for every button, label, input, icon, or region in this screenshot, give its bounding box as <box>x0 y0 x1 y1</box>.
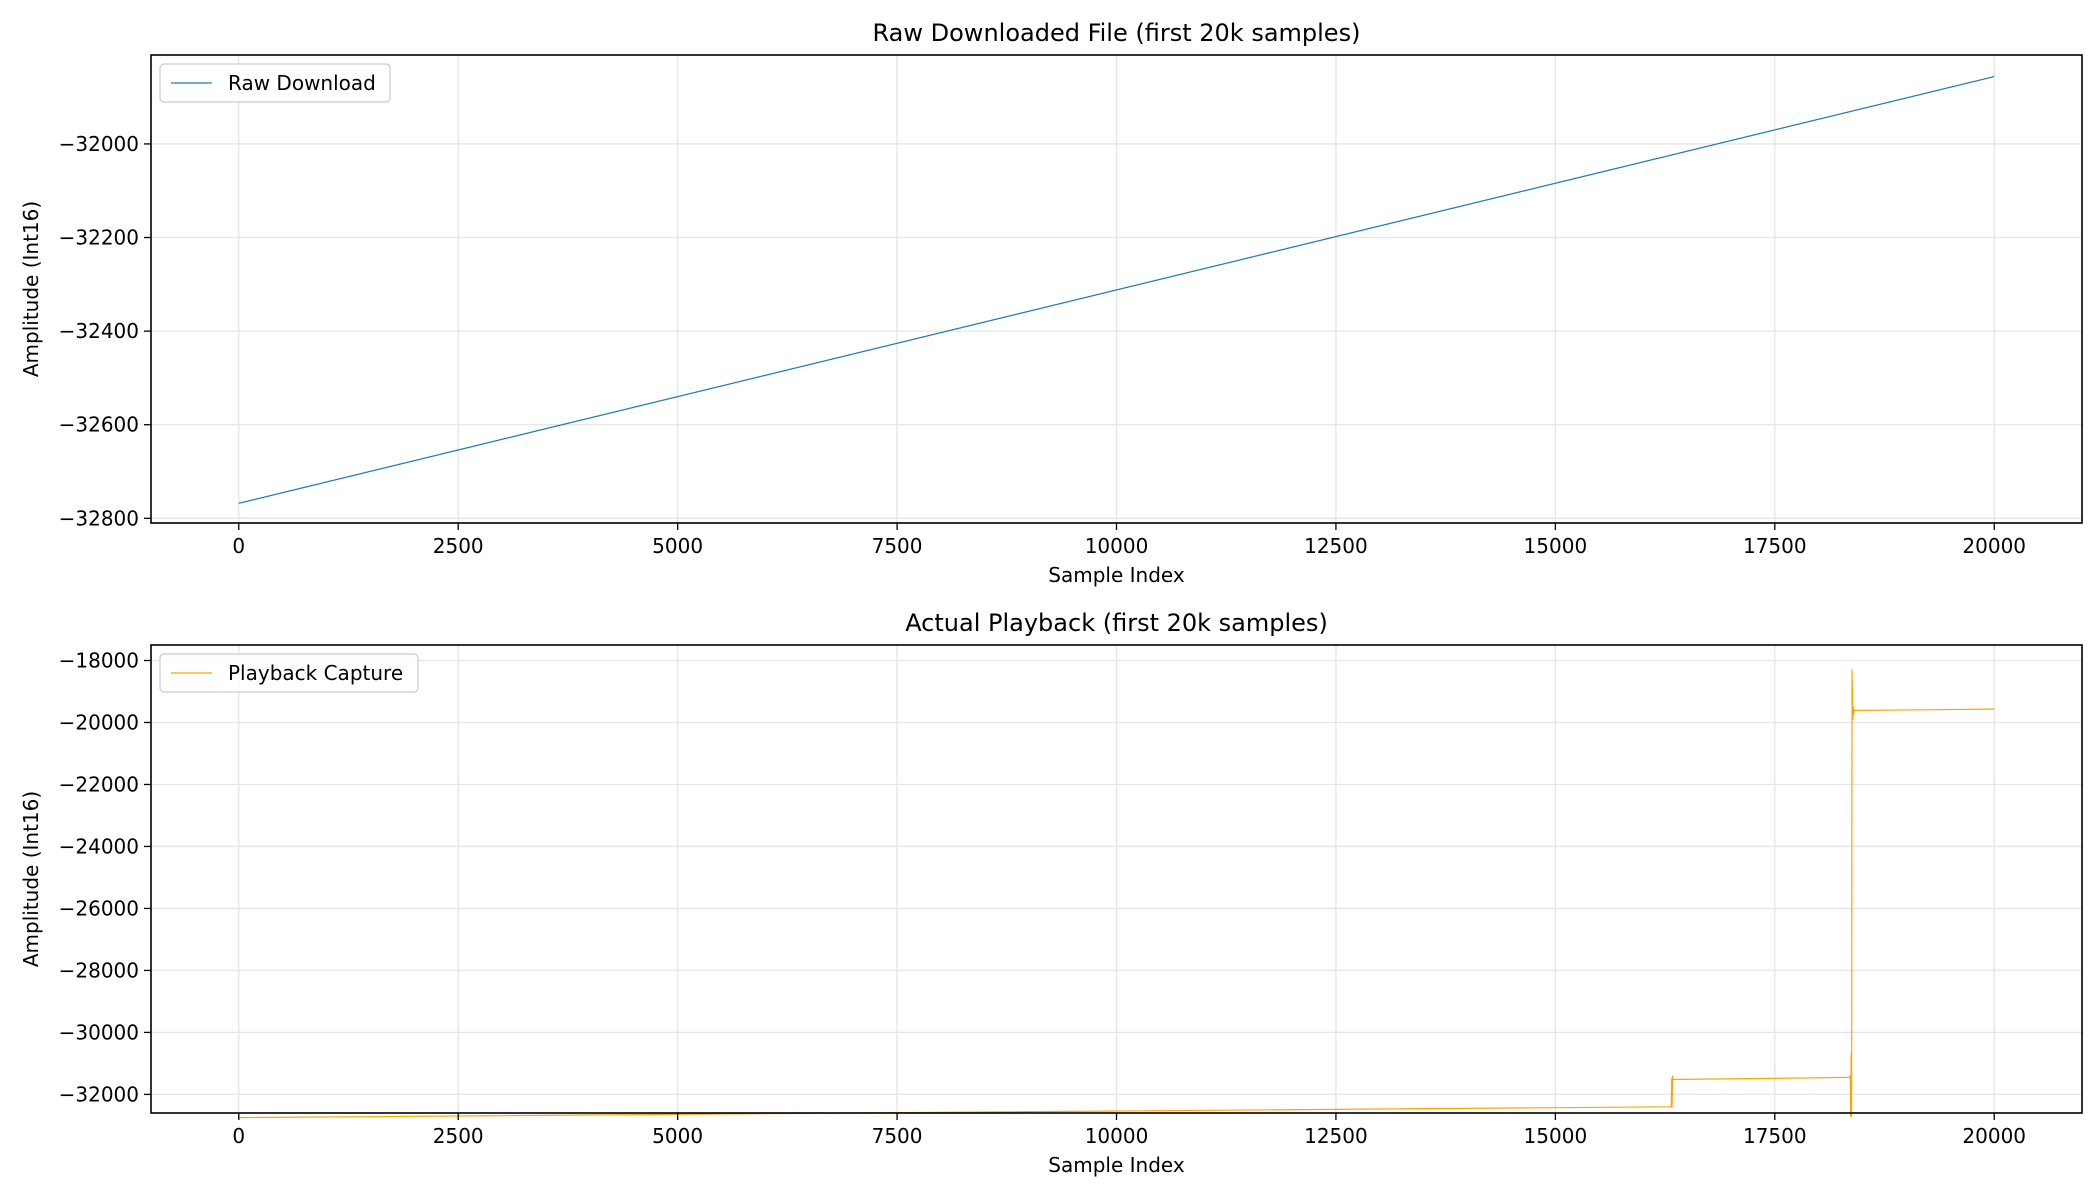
y-tick-label: −32200 <box>59 226 139 250</box>
y-tick-label: −18000 <box>59 648 139 672</box>
legend-label: Raw Download <box>228 71 376 95</box>
x-tick-label: 5000 <box>652 534 703 558</box>
y-tick-label: −32000 <box>59 1082 139 1106</box>
y-tick-label: −32000 <box>59 132 139 156</box>
x-tick-label: 15000 <box>1524 1124 1588 1148</box>
y-tick-label: −24000 <box>59 834 139 858</box>
y-tick-label: −28000 <box>59 958 139 982</box>
y-tick-label: −30000 <box>59 1020 139 1044</box>
y-tick-label: −32600 <box>59 413 139 437</box>
y-axis-label: Amplitude (Int16) <box>19 201 43 377</box>
y-tick-label: −20000 <box>59 710 139 734</box>
x-tick-label: 0 <box>232 1124 245 1148</box>
chart-title: Raw Downloaded File (first 20k samples) <box>873 19 1361 47</box>
x-tick-label: 7500 <box>872 534 923 558</box>
legend: Raw Download <box>159 63 391 103</box>
chart-title: Actual Playback (first 20k samples) <box>905 609 1328 637</box>
x-tick-label: 2500 <box>433 534 484 558</box>
x-axis-label: Sample Index <box>1048 563 1185 587</box>
x-tick-label: 7500 <box>872 1124 923 1148</box>
chart-raw-download: 0 2500 5000 7500 10000 12500 15000 17500 20000 −3… <box>19 19 2083 587</box>
x-tick-label: 0 <box>232 534 245 558</box>
x-tick-label: 20000 <box>1962 534 2026 558</box>
chart-actual-playback: 0 2500 5000 7500 10000 12500 15000 17500 20000 −3… <box>19 609 2083 1177</box>
legend-box <box>159 63 391 103</box>
x-tick-label: 20000 <box>1962 1124 2026 1148</box>
x-tick-label: 10000 <box>1085 1124 1149 1148</box>
x-tick-label: 12500 <box>1304 534 1368 558</box>
y-tick-label: −32400 <box>59 319 139 343</box>
y-tick-label: −32800 <box>59 506 139 530</box>
x-tick-label: 15000 <box>1524 534 1588 558</box>
x-tick-label: 10000 <box>1085 534 1149 558</box>
x-tick-label: 2500 <box>433 1124 484 1148</box>
legend-label: Playback Capture <box>228 661 403 685</box>
x-axis-label: Sample Index <box>1048 1153 1185 1177</box>
legend-box <box>159 653 419 693</box>
x-tick-label: 12500 <box>1304 1124 1368 1148</box>
y-tick-label: −26000 <box>59 896 139 920</box>
y-tick-label: −22000 <box>59 772 139 796</box>
x-tick-label: 5000 <box>652 1124 703 1148</box>
series-line <box>238 669 1995 1119</box>
x-tick-label: 17500 <box>1743 1124 1807 1148</box>
y-axis-label: Amplitude (Int16) <box>19 791 43 967</box>
x-tick-label: 17500 <box>1743 534 1807 558</box>
legend: Playback Capture <box>159 653 419 693</box>
series-line <box>238 75 1995 504</box>
